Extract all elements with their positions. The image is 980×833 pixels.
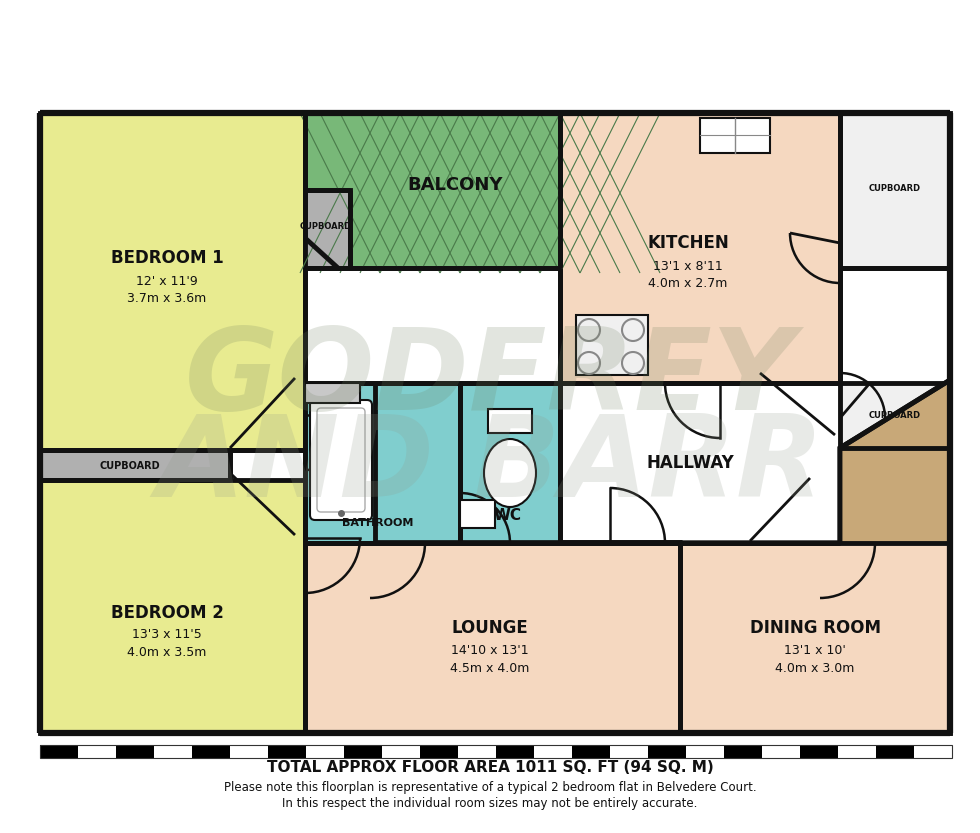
Text: 12' x 11'9: 12' x 11'9	[136, 275, 198, 287]
Text: 13'1 x 10': 13'1 x 10'	[784, 645, 846, 657]
Bar	[458, 745, 496, 758]
Bar	[914, 745, 952, 758]
Bar	[344, 745, 382, 758]
Bar	[154, 745, 192, 758]
Bar	[686, 745, 724, 758]
Bar	[268, 745, 306, 758]
Bar	[305, 383, 460, 543]
Text: 13'3 x 11'5: 13'3 x 11'5	[132, 629, 202, 641]
Bar	[648, 745, 686, 758]
Text: WC: WC	[494, 507, 522, 522]
Bar	[305, 383, 360, 403]
Bar	[840, 113, 950, 268]
Bar	[762, 745, 800, 758]
FancyBboxPatch shape	[317, 408, 365, 512]
Bar	[78, 745, 116, 758]
Text: In this respect the individual room sizes may not be entirely accurate.: In this respect the individual room size…	[282, 797, 698, 811]
Bar	[230, 745, 268, 758]
Bar	[40, 480, 305, 733]
Text: KITCHEN: KITCHEN	[647, 234, 729, 252]
Bar	[40, 450, 230, 480]
Bar	[306, 745, 344, 758]
Bar	[610, 745, 648, 758]
Text: BALCONY: BALCONY	[408, 176, 503, 194]
Text: 4.0m x 3.5m: 4.0m x 3.5m	[127, 646, 207, 659]
Ellipse shape	[484, 439, 536, 507]
Bar	[876, 745, 914, 758]
Text: TOTAL APPROX FLOOR AREA 1011 SQ. FT (94 SQ. M): TOTAL APPROX FLOOR AREA 1011 SQ. FT (94 …	[267, 761, 713, 776]
Bar	[460, 383, 560, 543]
Bar	[560, 113, 840, 383]
Bar	[40, 745, 78, 758]
Text: CUPBOARD: CUPBOARD	[300, 222, 352, 231]
Bar	[800, 745, 838, 758]
FancyBboxPatch shape	[310, 400, 372, 520]
Bar	[116, 745, 154, 758]
Bar	[192, 745, 230, 758]
Bar	[838, 745, 876, 758]
Bar	[700, 118, 770, 153]
Text: DINING ROOM: DINING ROOM	[750, 619, 880, 637]
Bar	[40, 113, 305, 450]
Bar	[680, 543, 950, 733]
Text: 4.0m x 2.7m: 4.0m x 2.7m	[649, 277, 728, 290]
Polygon shape	[305, 113, 560, 268]
Bar	[488, 409, 532, 433]
Text: AND BARR: AND BARR	[156, 410, 824, 521]
Polygon shape	[560, 383, 950, 733]
Text: CUPBOARD: CUPBOARD	[869, 183, 921, 192]
Bar	[305, 190, 350, 268]
Text: GODFREY: GODFREY	[185, 322, 795, 433]
Text: 4.5m x 4.0m: 4.5m x 4.0m	[451, 661, 529, 675]
Text: 3.7m x 3.6m: 3.7m x 3.6m	[127, 292, 207, 305]
Text: 4.0m x 3.0m: 4.0m x 3.0m	[775, 661, 855, 675]
Bar	[305, 543, 680, 733]
Text: CUPBOARD: CUPBOARD	[869, 411, 921, 420]
Bar	[572, 745, 610, 758]
Text: HALLWAY: HALLWAY	[646, 454, 734, 472]
Text: Please note this floorplan is representative of a typical 2 bedroom flat in Belv: Please note this floorplan is representa…	[223, 781, 757, 795]
Bar	[724, 745, 762, 758]
Bar	[420, 745, 458, 758]
Bar	[382, 745, 420, 758]
Text: 14'10 x 13'1: 14'10 x 13'1	[451, 645, 529, 657]
Bar	[576, 315, 648, 375]
Bar	[534, 745, 572, 758]
Polygon shape	[375, 380, 950, 733]
Bar	[460, 500, 495, 528]
Bar	[496, 745, 534, 758]
Bar	[40, 745, 952, 758]
Text: 13'1 x 8'11: 13'1 x 8'11	[653, 260, 723, 272]
Text: BEDROOM 2: BEDROOM 2	[111, 604, 223, 622]
Text: BEDROOM 1: BEDROOM 1	[111, 249, 223, 267]
Bar	[840, 383, 950, 448]
Text: CUPBOARD: CUPBOARD	[100, 461, 161, 471]
Text: BATHROOM: BATHROOM	[342, 518, 414, 528]
Text: LOUNGE: LOUNGE	[452, 619, 528, 637]
